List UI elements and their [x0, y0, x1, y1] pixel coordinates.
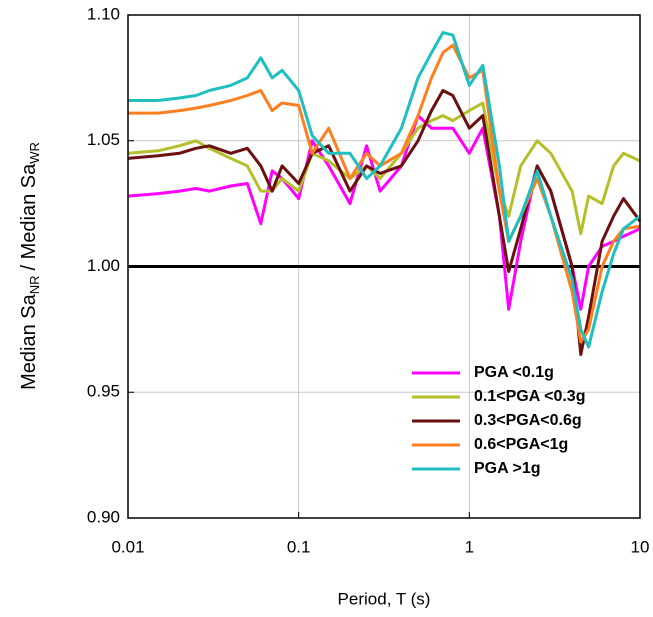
legend-label: 0.6<PGA<1g: [474, 436, 568, 453]
legend-label: PGA >1g: [474, 460, 541, 477]
legend-label: 0.1<PGA <0.3g: [474, 388, 585, 405]
y-tick-label: 1.00: [87, 256, 120, 275]
x-tick-label: 0.01: [111, 537, 144, 556]
x-tick-label: 0.1: [287, 537, 311, 556]
y-label-part: Median Sa: [18, 293, 40, 389]
y-tick-label: 1.10: [87, 4, 120, 23]
x-axis-label: Period, T (s): [338, 589, 431, 608]
x-tick-label: 10: [631, 537, 650, 556]
y-tick-label: 0.90: [87, 507, 120, 526]
series-line: [128, 31, 641, 349]
series-line: [128, 43, 641, 344]
legend-label: PGA <0.1g: [474, 364, 554, 381]
legend-label: 0.3<PGA<0.6g: [474, 412, 582, 429]
y-axis-label: Median SaNR / Median SaWR: [18, 142, 42, 390]
series-line: [127, 89, 642, 356]
y-label-part: / Median Sa: [18, 163, 40, 271]
series-line: [127, 101, 641, 236]
y-tick-label: 0.95: [87, 382, 120, 401]
x-tick-label: 1: [465, 537, 474, 556]
y-label-subscript: NR: [27, 276, 42, 295]
plot-frame: [127, 14, 641, 519]
y-label-subscript: WR: [27, 142, 42, 164]
y-tick-label: 1.05: [87, 130, 120, 149]
